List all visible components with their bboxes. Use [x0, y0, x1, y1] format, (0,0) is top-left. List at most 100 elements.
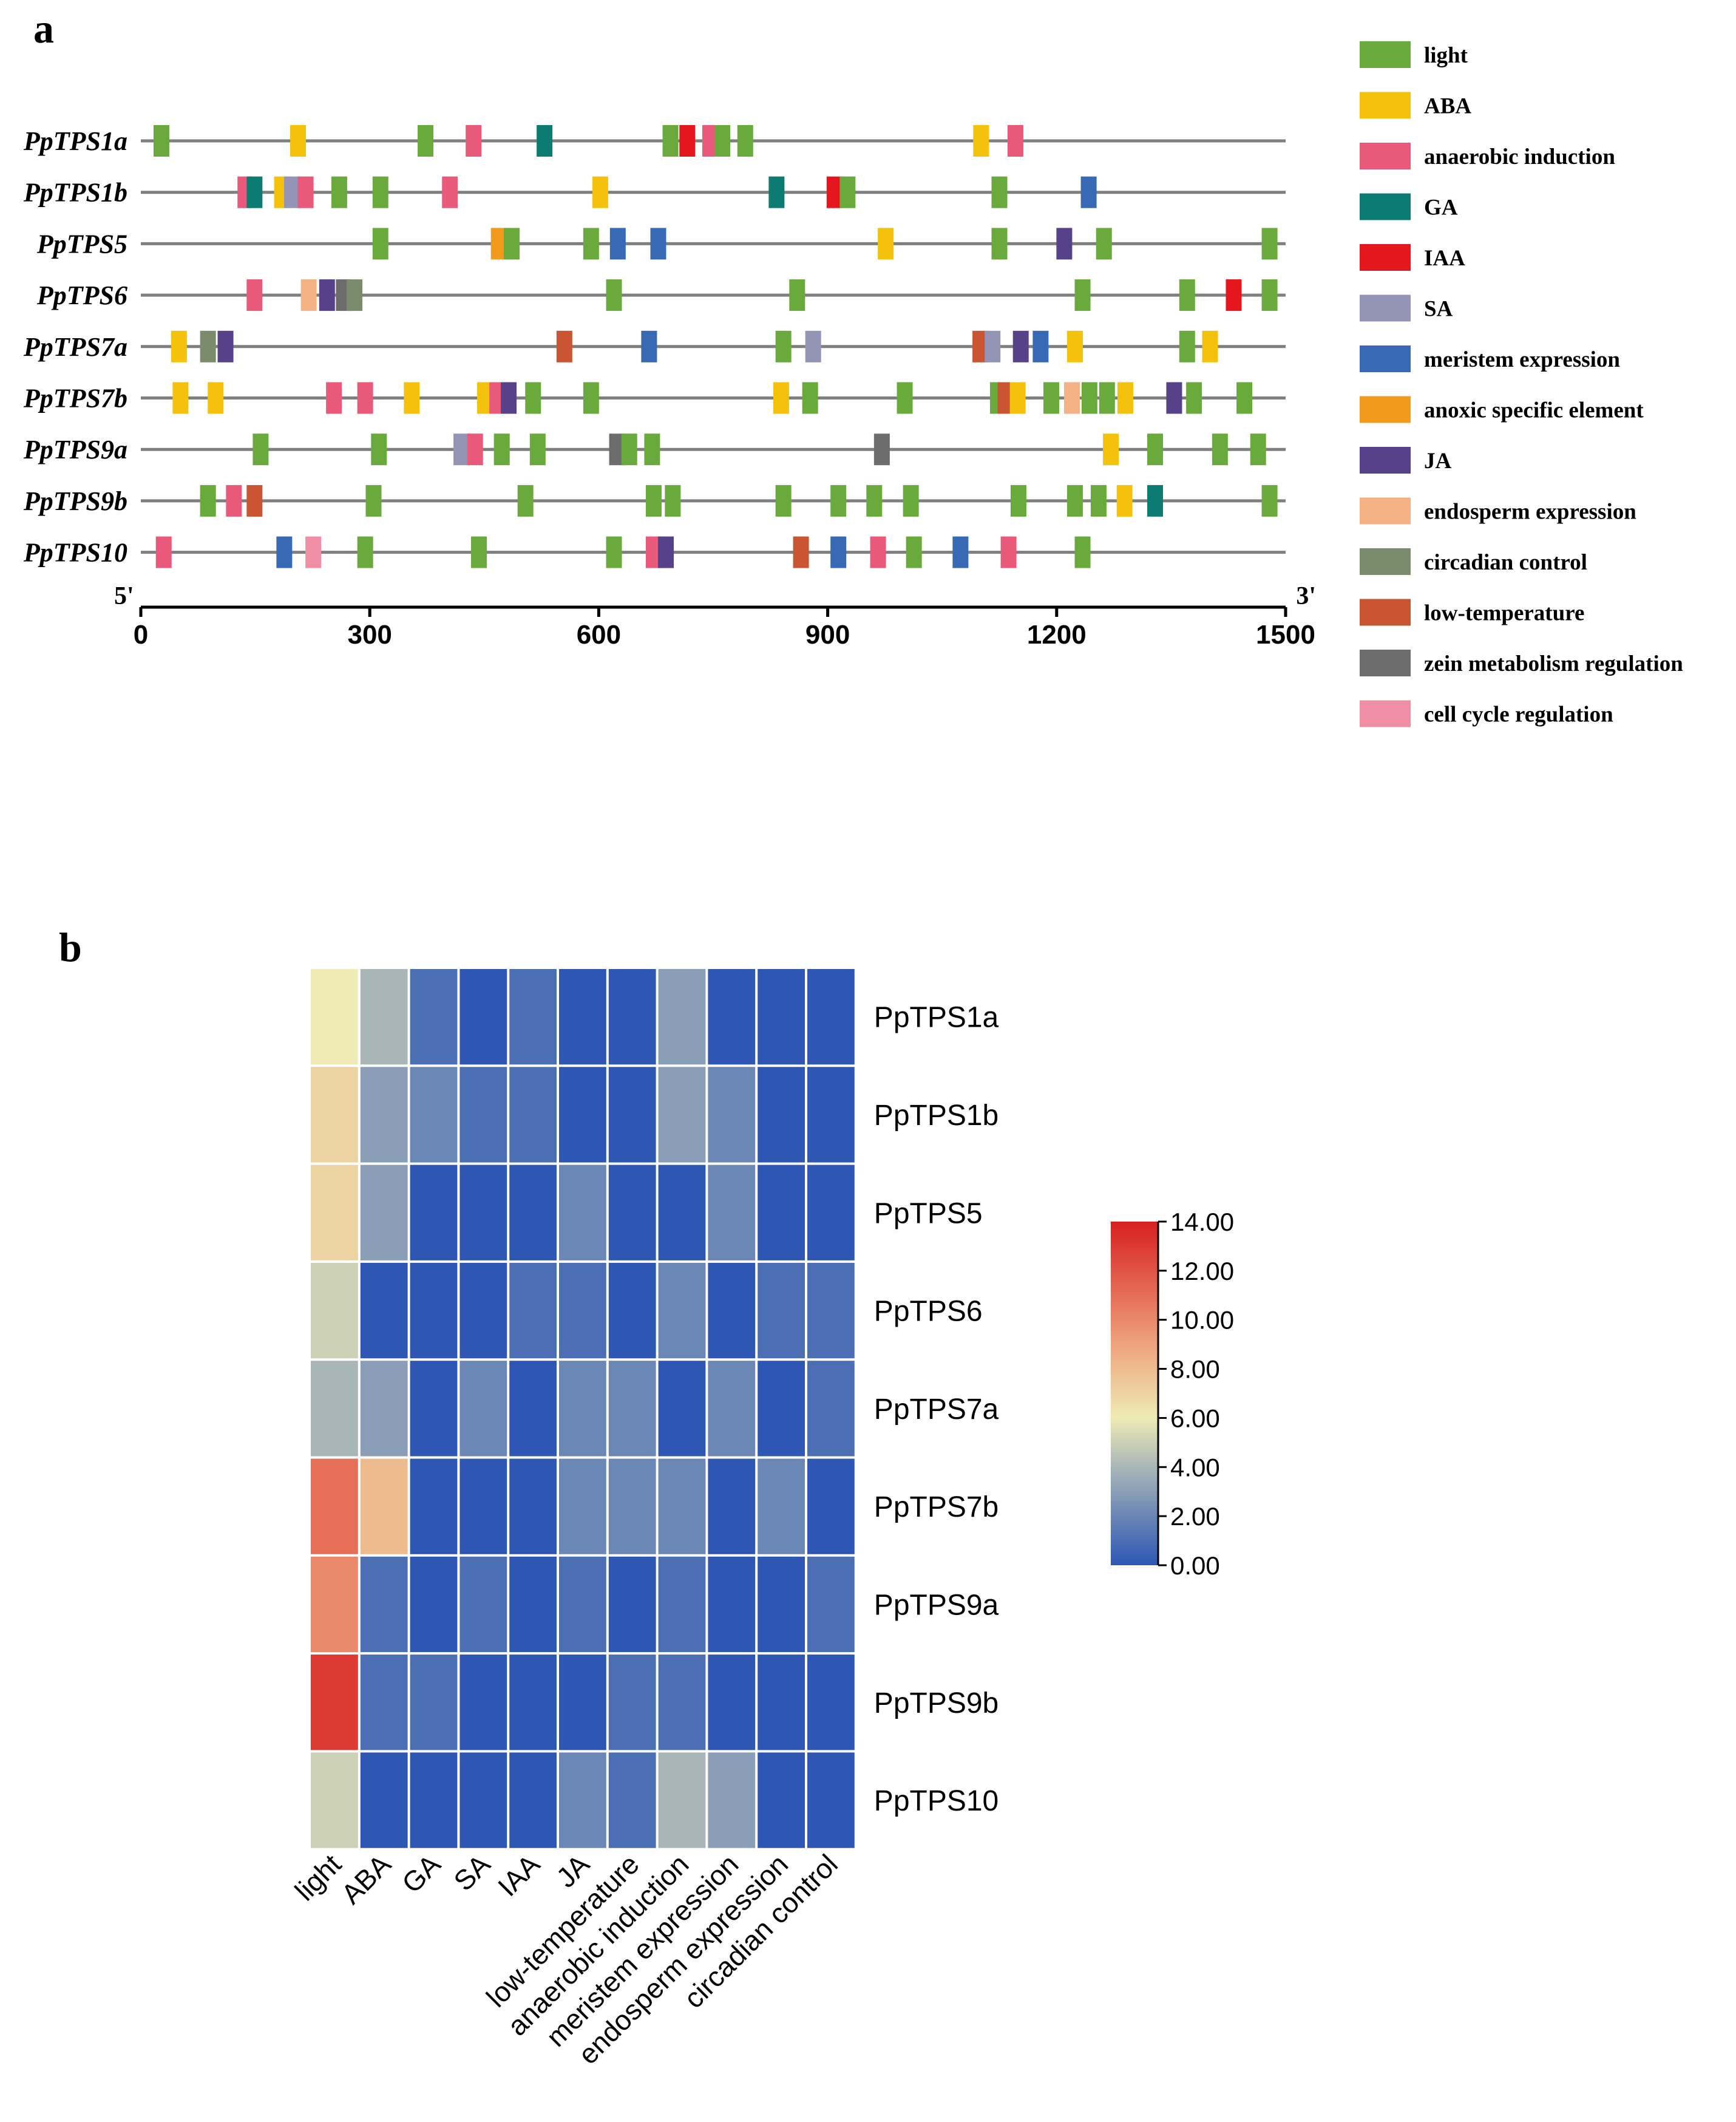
element-anaerobic-induction [442, 176, 458, 208]
heatmap-cell [758, 969, 805, 1065]
legend-item-light: light [1360, 41, 1468, 68]
heatmap-cell [658, 1165, 706, 1260]
heatmap-cell [658, 1654, 706, 1750]
gene-label: PpTPS9b [23, 486, 127, 516]
heatmap-cell [459, 1458, 507, 1554]
element-iaa [679, 125, 696, 157]
heatmap-cell [311, 1262, 358, 1359]
heatmap-cell [559, 1165, 606, 1260]
heatmap-cell [311, 1361, 358, 1457]
legend-swatch [1360, 143, 1411, 169]
heatmap-cell [459, 1361, 507, 1457]
heatmap-cell [758, 1458, 805, 1554]
heatmap-cell [311, 1556, 358, 1653]
heatmap-cell [758, 1654, 805, 1750]
heatmap-cell [807, 1458, 855, 1554]
element-ja [1056, 228, 1073, 260]
element-light [714, 125, 731, 157]
colorbar-tick-label: 14.00 [1170, 1208, 1234, 1236]
element-light [1090, 485, 1107, 517]
heatmap-cell [708, 1654, 756, 1750]
heatmap-cell [410, 1458, 458, 1554]
element-anaerobic-induction [155, 536, 172, 568]
element-light [153, 125, 169, 157]
element-light [1043, 382, 1059, 414]
legend-item-low-temperature: low-temperature [1360, 599, 1584, 626]
heatmap-cell [509, 1458, 557, 1554]
element-light [1261, 228, 1278, 260]
element-circadian-control [347, 279, 363, 311]
element-endosperm-expression [300, 279, 317, 311]
heatmap-cell [608, 1262, 656, 1359]
element-aba [773, 382, 789, 414]
legend-label: circadian control [1424, 550, 1587, 575]
heatmap-cell [708, 1556, 756, 1653]
legend-swatch [1360, 447, 1411, 474]
element-anaerobic-induction [226, 485, 242, 517]
element-light [529, 434, 546, 466]
element-light [662, 125, 679, 157]
heatmap-cell [658, 1067, 706, 1163]
element-light [1179, 330, 1195, 362]
element-ga [1147, 485, 1163, 517]
element-light [1074, 536, 1091, 568]
legend-item-meristem-expression: meristem expression [1360, 345, 1620, 372]
heatmap-cell [459, 1067, 507, 1163]
legend-swatch [1360, 700, 1411, 727]
heatmap-cell [311, 1458, 358, 1554]
promoter-row-pptps5: PpTPS5 [36, 228, 1286, 260]
element-light [775, 485, 792, 517]
heatmap-cell [509, 1067, 557, 1163]
heatmap-cell [459, 969, 507, 1065]
element-anaerobic-induction [297, 176, 314, 208]
element-anaerobic-induction [870, 536, 886, 568]
element-aba [1009, 382, 1026, 414]
element-light [583, 382, 599, 414]
heatmap-cell [311, 1752, 358, 1848]
heatmap-cell [758, 1556, 805, 1653]
gene-label: PpTPS5 [36, 229, 127, 259]
heatmap-row-pptps10: PpTPS10 [311, 1752, 999, 1848]
heatmap-cell [360, 1458, 408, 1554]
element-zein-metabolism-regulation [873, 434, 890, 466]
legend-item-endosperm-expression: endosperm expression [1360, 497, 1636, 525]
heatmap-cell [708, 1165, 756, 1260]
gene-label: PpTPS7a [23, 332, 127, 362]
legend-label: endosperm expression [1424, 500, 1636, 525]
heatmap-cell [608, 1752, 656, 1848]
heatmap-row-label: PpTPS6 [874, 1296, 983, 1328]
element-light [606, 279, 622, 311]
heatmap-cell [459, 1165, 507, 1260]
element-light [470, 536, 487, 568]
axis-tick-label: 0 [134, 620, 148, 650]
legend-label: anoxic specific element [1424, 398, 1644, 423]
colorbar-tick-label: 6.00 [1170, 1404, 1220, 1432]
element-meristem-expression [276, 536, 293, 568]
heatmap-cell [559, 1458, 606, 1554]
element-light [493, 434, 510, 466]
element-aba [592, 176, 608, 208]
element-meristem-expression [609, 228, 626, 260]
panel-b-label: b [59, 924, 82, 970]
heatmap-cell [807, 1165, 855, 1260]
heatmap-cell [708, 1458, 756, 1554]
heatmap-cell [410, 1262, 458, 1359]
axis-tick-label: 900 [805, 620, 850, 650]
element-light [504, 228, 520, 260]
colorbar-tick-label: 12.00 [1170, 1257, 1234, 1285]
heatmap-cell [459, 1654, 507, 1750]
promoter-legend: light ABA anaerobic induction GA IAA SA merist… [1360, 41, 1683, 727]
element-aba [1103, 434, 1119, 466]
element-light [371, 434, 387, 466]
element-anaerobic-induction [466, 125, 482, 157]
legend-swatch [1360, 41, 1411, 68]
heatmap-row-label: PpTPS1a [874, 1002, 999, 1034]
element-light [1261, 279, 1278, 311]
legend-swatch [1360, 599, 1411, 626]
gene-label: PpTPS7b [23, 384, 127, 413]
element-light [1096, 228, 1112, 260]
element-light [525, 382, 541, 414]
heatmap-row-label: PpTPS7a [874, 1393, 999, 1426]
heatmap-cell [807, 1752, 855, 1848]
